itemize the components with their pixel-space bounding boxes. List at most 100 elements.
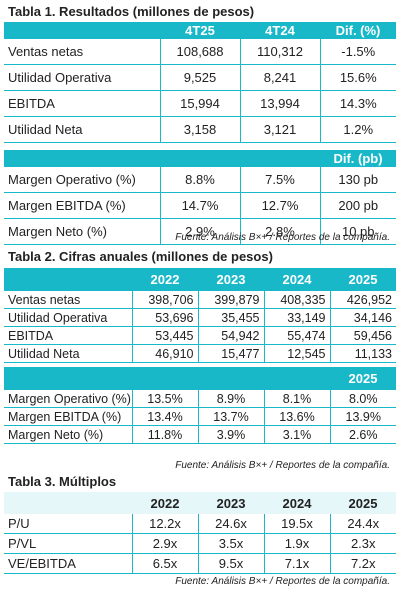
table-header-cell: 2022 — [132, 268, 198, 291]
table-cell: 110,312 — [239, 39, 320, 65]
table-cell: 54,942 — [197, 326, 264, 345]
table-cell: 2.9% — [159, 218, 240, 245]
table-header-cell: 2024 — [264, 492, 330, 514]
table-row: Ventas netas 108,688 110,312 -1.5% — [4, 39, 396, 65]
table-cell: 33,149 — [263, 308, 330, 327]
table-cell: 12.2x — [131, 514, 198, 534]
table2-title: Tabla 2. Cifras anuales (millones de pes… — [8, 249, 273, 264]
table-header-cell: 2025 — [330, 492, 396, 514]
table-cell: 15,994 — [159, 90, 240, 117]
row-label: P/U — [4, 514, 132, 534]
table-cell: 14.3% — [319, 90, 396, 117]
table1-results: 4T25 4T24 Dif. (%) Ventas netas 108,688 … — [4, 22, 396, 245]
table-cell: 10 pb — [319, 218, 396, 245]
table-header-cell: Dif. (pb) — [320, 150, 396, 167]
table-cell: 24.6x — [197, 514, 264, 534]
table-cell: 3,158 — [159, 116, 240, 143]
table-row: Margen Neto (%) 11.8% 3.9% 3.1% 2.6% — [4, 425, 396, 444]
table-row: Margen EBITDA (%) 14.7% 12.7% 200 pb — [4, 192, 396, 219]
row-label: Margen Neto (%) — [4, 218, 160, 245]
table2-source: Fuente: Análisis B×+ / Reportes de la co… — [175, 460, 390, 471]
table-cell: 55,474 — [263, 326, 330, 345]
table-cell: 9,525 — [159, 64, 240, 91]
table-cell: 3.1% — [263, 425, 330, 444]
table-cell: 2.9x — [131, 533, 198, 554]
table-cell: 8.0% — [329, 390, 396, 408]
table-cell: 13.9% — [329, 407, 396, 426]
table3-header-row: 2022 2023 2024 2025 — [4, 492, 396, 514]
table3-title: Tabla 3. Múltiplos — [8, 474, 117, 489]
table-cell: 7.2x — [329, 553, 396, 574]
row-label: Margen Neto (%) — [4, 425, 132, 444]
row-label: EBITDA — [4, 326, 132, 345]
table-row: P/VL 2.9x 3.5x 1.9x 2.3x — [4, 533, 396, 554]
row-label: Margen Operativo (%) — [4, 167, 160, 193]
table-cell: 13,994 — [239, 90, 320, 117]
table-cell: 1.9x — [263, 533, 330, 554]
table1-header-row: 4T25 4T24 Dif. (%) — [4, 22, 396, 39]
table-cell: 399,879 — [197, 291, 264, 309]
table-cell: 13.5% — [131, 390, 198, 408]
table1-margin-header-row: Dif. (pb) — [4, 150, 396, 167]
table-row: Margen Operativo (%) 13.5% 8.9% 8.1% 8.0… — [4, 390, 396, 408]
table-row: Utilidad Operativa 53,696 35,455 33,149 … — [4, 308, 396, 327]
table-row: EBITDA 15,994 13,994 14.3% — [4, 90, 396, 117]
table-cell: -1.5% — [319, 39, 396, 65]
row-label: Ventas netas — [4, 291, 132, 309]
table-row: Margen EBITDA (%) 13.4% 13.7% 13.6% 13.9… — [4, 407, 396, 426]
row-label: Utilidad Operativa — [4, 308, 132, 327]
table-cell: 130 pb — [319, 167, 396, 193]
table3-multiples: 2022 2023 2024 2025 P/U 12.2x 24.6x 19.5… — [4, 492, 396, 574]
row-label: Utilidad Operativa — [4, 64, 160, 91]
table-cell: 15.6% — [319, 64, 396, 91]
table-cell: 15,477 — [197, 344, 264, 363]
table-cell: 2.8% — [239, 218, 320, 245]
table-cell: 200 pb — [319, 192, 396, 219]
table-cell: 3.5x — [197, 533, 264, 554]
table-header-cell — [4, 22, 160, 39]
table-header-cell: 2022 — [132, 492, 198, 514]
table-cell: 108,688 — [159, 39, 240, 65]
table2-header-row: 2022 2023 2024 2025 — [4, 268, 396, 291]
table-header-cell: 2023 — [198, 492, 264, 514]
table-row: Utilidad Neta 46,910 15,477 12,545 11,13… — [4, 344, 396, 363]
table-header-cell — [4, 268, 132, 291]
table-cell: 11.8% — [131, 425, 198, 444]
table-row: Margen Operativo (%) 8.8% 7.5% 130 pb — [4, 167, 396, 193]
table-cell: 35,455 — [197, 308, 264, 327]
table-cell: 7.1x — [263, 553, 330, 574]
table-cell: 398,706 — [131, 291, 198, 309]
row-label: Utilidad Neta — [4, 116, 160, 143]
table-cell: 8.8% — [159, 167, 240, 193]
table-row: Margen Neto (%) 2.9% 2.8% 10 pb — [4, 218, 396, 245]
table-header-cell: 2025 — [330, 268, 396, 291]
table-header-cell: Dif. (%) — [320, 22, 396, 39]
table-cell: 8,241 — [239, 64, 320, 91]
table1-title: Tabla 1. Resultados (millones de pesos) — [8, 4, 255, 19]
table-header-cell: 2025 — [330, 367, 396, 390]
row-label: Ventas netas — [4, 39, 160, 65]
table-cell: 2.3x — [329, 533, 396, 554]
table-cell: 408,335 — [263, 291, 330, 309]
table-row: EBITDA 53,445 54,942 55,474 59,456 — [4, 326, 396, 345]
table-cell: 13.4% — [131, 407, 198, 426]
table-cell: 1.2% — [319, 116, 396, 143]
table-cell: 24.4x — [329, 514, 396, 534]
table-header-cell: 4T24 — [240, 22, 320, 39]
table-cell: 13.6% — [263, 407, 330, 426]
row-label: Margen EBITDA (%) — [4, 407, 132, 426]
table-cell: 14.7% — [159, 192, 240, 219]
table-cell: 12.7% — [239, 192, 320, 219]
table2-annual-figures: 2022 2023 2024 2025 Ventas netas 398,706… — [4, 268, 396, 444]
table-cell: 59,456 — [329, 326, 396, 345]
table-cell: 12,545 — [263, 344, 330, 363]
table-cell: 8.1% — [263, 390, 330, 408]
table-cell: 426,952 — [329, 291, 396, 309]
row-label: VE/EBITDA — [4, 553, 132, 574]
table-cell: 8.9% — [197, 390, 264, 408]
table1-source: Fuente: Análisis B×+ / Reportes de la co… — [175, 232, 390, 243]
row-label: Margen Operativo (%) — [4, 390, 132, 408]
table-header-cell — [4, 492, 132, 514]
table-cell: 53,445 — [131, 326, 198, 345]
table-cell: 6.5x — [131, 553, 198, 574]
